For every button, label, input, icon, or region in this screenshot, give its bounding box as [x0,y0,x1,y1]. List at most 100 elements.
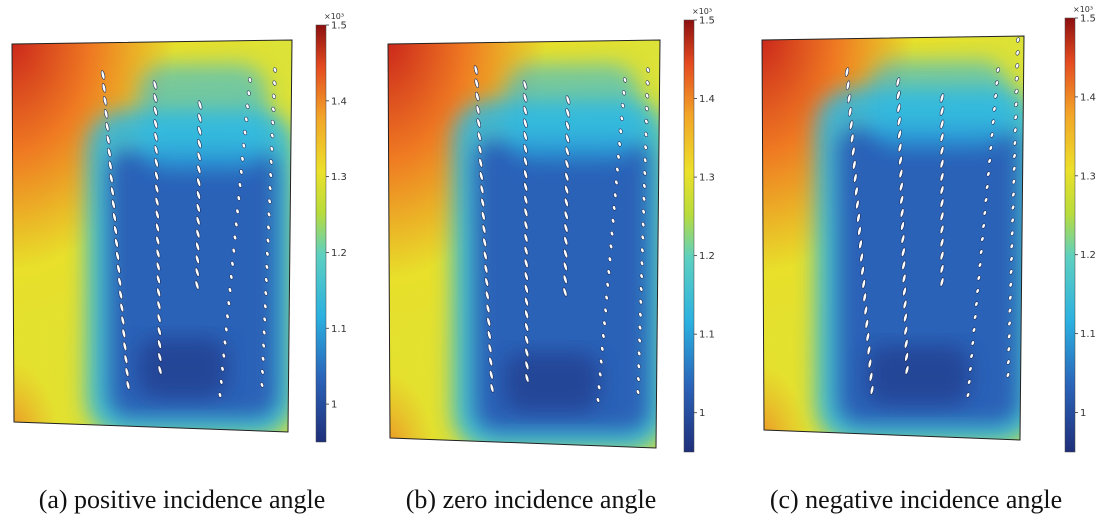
blade [869,385,875,395]
blade [904,365,910,375]
blade [863,305,868,316]
blade [564,159,570,169]
blade [523,207,529,218]
blade [101,83,107,93]
blade [968,366,973,372]
blade [851,146,856,157]
blade [223,339,227,346]
blade [523,271,529,281]
blade [108,160,113,171]
blade [645,93,650,99]
blade [564,172,570,182]
colorbar-multiplier: ×10³ [692,7,712,16]
blade [638,312,643,318]
blade [195,254,200,265]
blade [565,133,570,144]
blade [1012,153,1017,159]
blade [637,350,642,357]
heatmap-field [388,40,660,448]
blade-column [939,93,945,287]
blade [599,358,604,365]
blade [853,173,858,183]
blade [610,230,614,237]
field-upper-cyan [867,60,1010,148]
blade-column [194,100,203,290]
blade [902,286,907,297]
blade [635,389,641,395]
blade [1014,76,1019,82]
blade [974,301,979,307]
blade [523,194,529,205]
blade [563,261,568,272]
blade [102,96,108,106]
blade [618,128,623,134]
blade [977,262,983,268]
blade-column [473,65,495,393]
blade [267,198,272,204]
blade [613,192,618,198]
blade [986,171,991,177]
blade [642,183,647,189]
blade [231,247,236,254]
blade [939,185,945,195]
blade [846,93,852,104]
blade [1012,166,1017,172]
domain-border [11,39,293,433]
blade [1016,37,1020,43]
blade [565,120,570,131]
blade [1009,256,1014,262]
blade [270,132,275,139]
blade [897,142,903,153]
blade [157,365,163,375]
blade [982,210,987,216]
blade [270,119,275,126]
blade [156,274,161,285]
blade-column [100,70,131,390]
blade [261,356,266,362]
blade [124,367,130,377]
blade [896,103,902,113]
colorbar-tick-label: 1 [1080,408,1086,419]
blade [641,196,647,202]
blade [1009,243,1014,249]
blade [860,265,865,276]
blade [639,273,644,279]
blade [485,290,490,301]
blade [645,67,651,73]
blade [857,226,862,236]
blade [484,277,489,287]
blade-column [152,80,163,375]
blade [155,248,161,259]
blade [564,146,570,156]
blade [896,116,902,127]
field-navy-patch [138,338,228,398]
blade [266,237,270,244]
blade-column [596,77,627,403]
blade [482,237,487,248]
blade [153,132,159,142]
blade [522,92,528,103]
blade [1006,372,1010,378]
blade [194,280,200,290]
blade [197,125,202,136]
blade [152,80,158,90]
panel-b: 1 1.1 1.2 1.3 1.4 1.5 ×10³ [370,0,730,470]
blade [644,105,649,112]
blade-column [635,67,651,395]
blade [991,119,996,125]
blade [271,93,276,99]
blade [265,251,270,257]
blade [900,234,906,244]
colorbar-tick-label: 1.4 [331,96,347,107]
blade [246,90,251,96]
blade [939,264,945,274]
blade [564,197,569,208]
blade [636,376,641,382]
blade [866,345,872,356]
blade [269,146,274,152]
blade [867,358,873,369]
blade [157,352,163,362]
blade [523,233,529,243]
blade [603,307,608,314]
blade [606,269,611,275]
